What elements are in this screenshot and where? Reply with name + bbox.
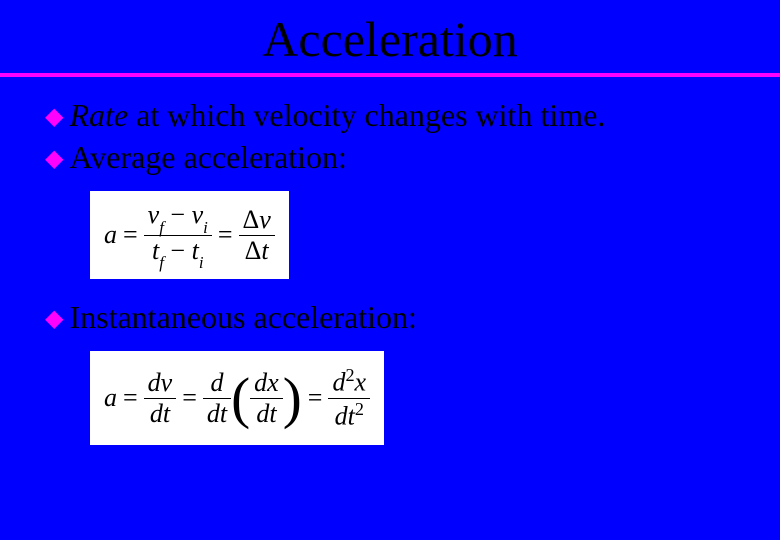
eq2-frac3: d2x dt2 <box>328 365 370 431</box>
equation-2: a = dv dt = d dt ( dx dt ) = d2x <box>104 359 370 437</box>
eq2-lhs: a <box>104 383 117 413</box>
bullet-2: ◆ Average acceleration: <box>45 139 750 176</box>
diamond-bullet-icon: ◆ <box>45 102 63 131</box>
bullet-3: ◆ Instantaneous acceleration: <box>45 299 750 336</box>
eq2-frac2-outer: d dt <box>203 368 231 429</box>
equation-1: a = vf − vi tf − ti = Δv Δt <box>104 199 275 271</box>
bullet-1-italic: Rate <box>69 97 128 133</box>
lparen-icon: ( <box>231 366 250 431</box>
bullet-1-rest: at which velocity changes with time. <box>128 97 605 133</box>
rparen-icon: ) <box>283 366 302 431</box>
diamond-bullet-icon: ◆ <box>45 304 63 333</box>
eq2-frac1: dv dt <box>144 368 177 429</box>
equation-1-box: a = vf − vi tf − ti = Δv Δt <box>90 191 289 279</box>
bullet-2-text: Average acceleration: <box>69 139 346 176</box>
bullet-3-text: Instantaneous acceleration: <box>69 299 416 336</box>
equation-2-box: a = dv dt = d dt ( dx dt ) = d2x <box>90 351 384 445</box>
title-divider <box>0 73 780 77</box>
eq1-lhs: a <box>104 220 117 250</box>
eq1-frac1: vf − vi tf − ti <box>144 200 212 269</box>
bullet-1: ◆ Rate at which velocity changes with ti… <box>45 97 750 134</box>
eq2-frac2-inner: dx dt <box>250 368 283 429</box>
diamond-bullet-icon: ◆ <box>45 144 63 173</box>
slide-container: Acceleration ◆ Rate at which velocity ch… <box>0 0 780 540</box>
eq1-frac2: Δv Δt <box>239 205 275 266</box>
slide-title: Acceleration <box>30 10 750 68</box>
bullet-1-text: Rate at which velocity changes with time… <box>69 97 605 134</box>
